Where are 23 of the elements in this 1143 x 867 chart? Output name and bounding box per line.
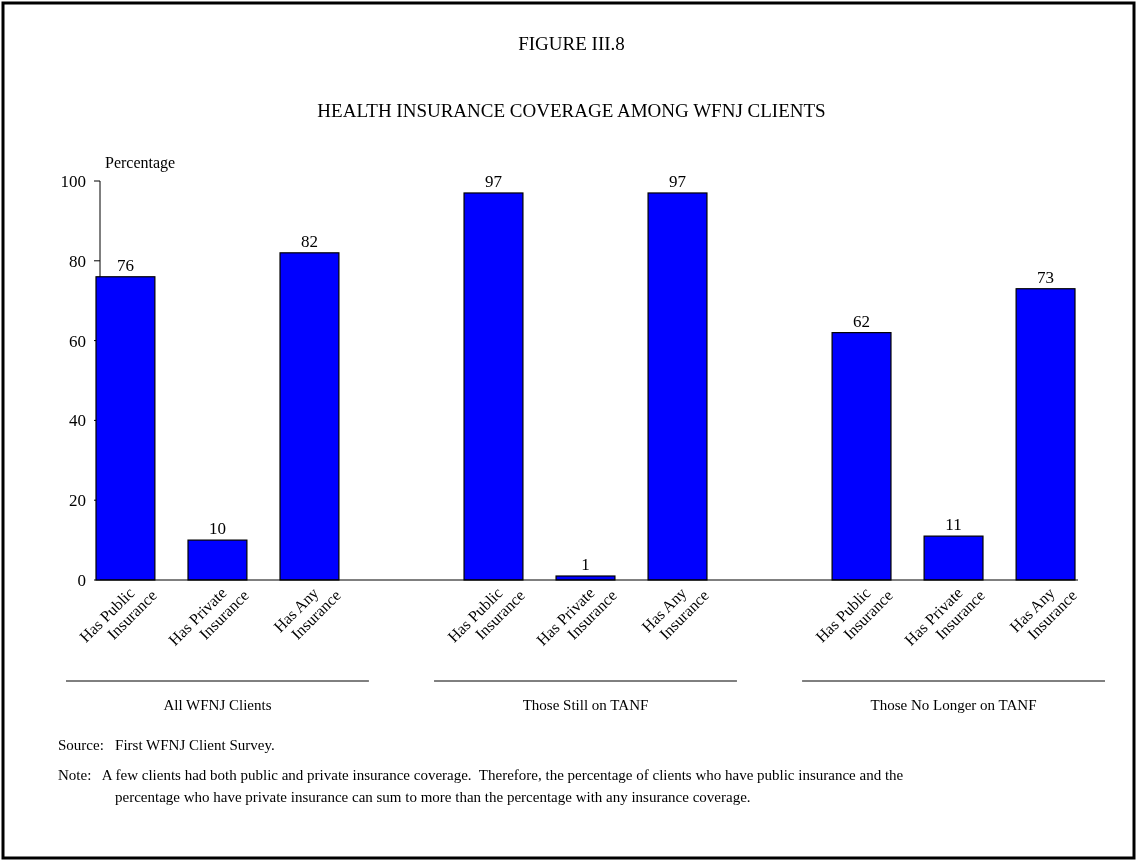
data-label: 1: [581, 555, 590, 575]
y-tick-label: 0: [77, 570, 86, 590]
data-label: 62: [853, 311, 871, 331]
y-axis-title: Percentage: [105, 154, 176, 172]
data-label: 76: [116, 255, 134, 275]
y-tick-label: 80: [69, 251, 86, 271]
data-label: 82: [300, 231, 318, 251]
y-tick-label: 100: [60, 171, 86, 191]
text: Those Still on TANF: [522, 697, 649, 713]
chart-subtitle: HEALTH INSURANCE COVERAGE AMONG WFNJ CLIENTS: [317, 100, 826, 121]
y-tick-label: 40: [69, 411, 86, 431]
text: Those No Longer on TANF: [870, 697, 1037, 713]
source-note: Source: First WFNJ Client Survey.: [58, 737, 275, 753]
y-tick-label: 20: [69, 491, 86, 511]
data-label: 10: [208, 519, 226, 539]
data-label: 11: [945, 515, 962, 535]
chart-title: FIGURE III.8: [518, 33, 625, 54]
data-label: 97: [669, 171, 687, 191]
text: All WFNJ Clients: [163, 697, 272, 713]
text: Note: A few clients had both public and private insurance coverage. Therefore, the percentage of clients who have public insurance and the percentage who have private insurance can sum to more than the percentage with any insurance coverage.: [58, 767, 904, 805]
data-label: 73: [1037, 267, 1055, 287]
y-tick-label: 60: [69, 331, 86, 351]
data-label: 97: [484, 171, 503, 191]
